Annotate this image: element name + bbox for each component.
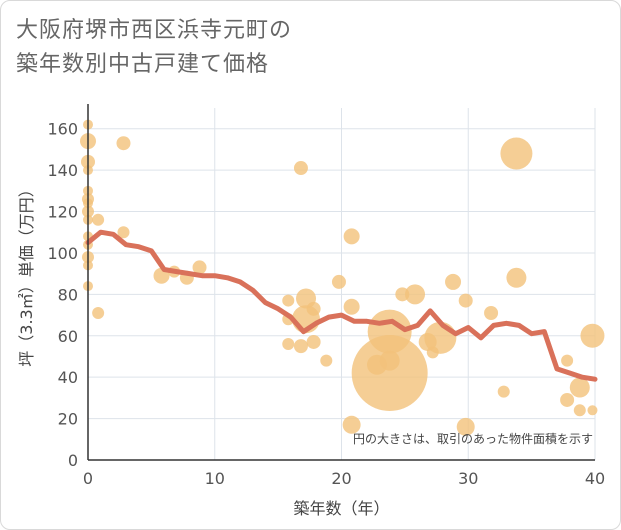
y-tick-label: 160: [47, 120, 78, 139]
data-bubble: [580, 323, 605, 348]
data-bubble: [92, 306, 105, 319]
data-bubble: [293, 161, 308, 176]
data-bubble: [331, 274, 346, 289]
tick-labels: 0 20 40 60 80 100 120 140 160 0 10 20 30 40: [47, 120, 605, 488]
x-tick-label: 0: [83, 469, 93, 488]
data-bubble: [484, 305, 499, 320]
y-tick-label: 20: [58, 410, 78, 429]
chart-title-line1: 大阪府堺市西区浜寺元町の: [16, 18, 293, 43]
data-bubble: [92, 213, 105, 226]
data-bubble: [587, 405, 598, 416]
data-bubble: [293, 339, 308, 354]
data-bubble: [456, 417, 475, 436]
data-bubble: [458, 293, 473, 308]
data-bubble: [351, 335, 428, 412]
y-tick-label: 140: [47, 161, 78, 180]
average-price-line: [85, 229, 598, 382]
data-bubble: [379, 350, 400, 371]
data-bubble: [282, 338, 295, 351]
x-tick-label: 20: [331, 469, 351, 488]
y-axis-label: 坪（3.3㎡）単価（万円）: [17, 181, 36, 366]
data-bubble: [445, 273, 462, 290]
data-bubble: [561, 354, 574, 367]
y-tick-label: 100: [47, 244, 78, 263]
y-tick-label: 40: [58, 368, 78, 387]
data-bubble: [500, 137, 533, 170]
data-bubble: [116, 136, 131, 151]
data-bubble: [569, 377, 590, 398]
data-bubble: [560, 392, 575, 407]
data-bubble: [342, 415, 361, 434]
data-bubble: [343, 298, 360, 315]
data-bubble: [506, 267, 527, 288]
data-bubble: [282, 294, 295, 307]
chart-title-line2: 築年数別中古戸建て価格: [16, 52, 270, 77]
x-tick-label: 10: [205, 469, 225, 488]
data-bubble: [192, 260, 207, 275]
chart-title: 大阪府堺市西区浜寺元町の 築年数別中古戸建て価格: [16, 14, 292, 82]
data-bubble: [573, 404, 586, 417]
x-tick-label: 30: [458, 469, 478, 488]
data-bubble: [343, 228, 360, 245]
data-bubble: [424, 321, 457, 354]
y-tick-label: 60: [58, 327, 78, 346]
bubble-series: [80, 119, 605, 436]
y-tick-label: 120: [47, 203, 78, 222]
y-tick-label: 80: [58, 285, 78, 304]
data-bubble: [497, 385, 510, 398]
y-tick-label: 0: [68, 451, 78, 470]
data-bubble: [117, 226, 130, 239]
data-bubble: [306, 301, 321, 316]
data-bubble: [306, 334, 321, 349]
x-axis-label: 築年数（年）: [293, 499, 389, 518]
data-bubble: [405, 284, 426, 305]
bubble-size-note: 円の大きさは、取引のあった物件面積を示す: [353, 431, 593, 446]
x-tick-label: 40: [585, 469, 605, 488]
data-bubble: [320, 354, 333, 367]
axes: [87, 104, 595, 461]
